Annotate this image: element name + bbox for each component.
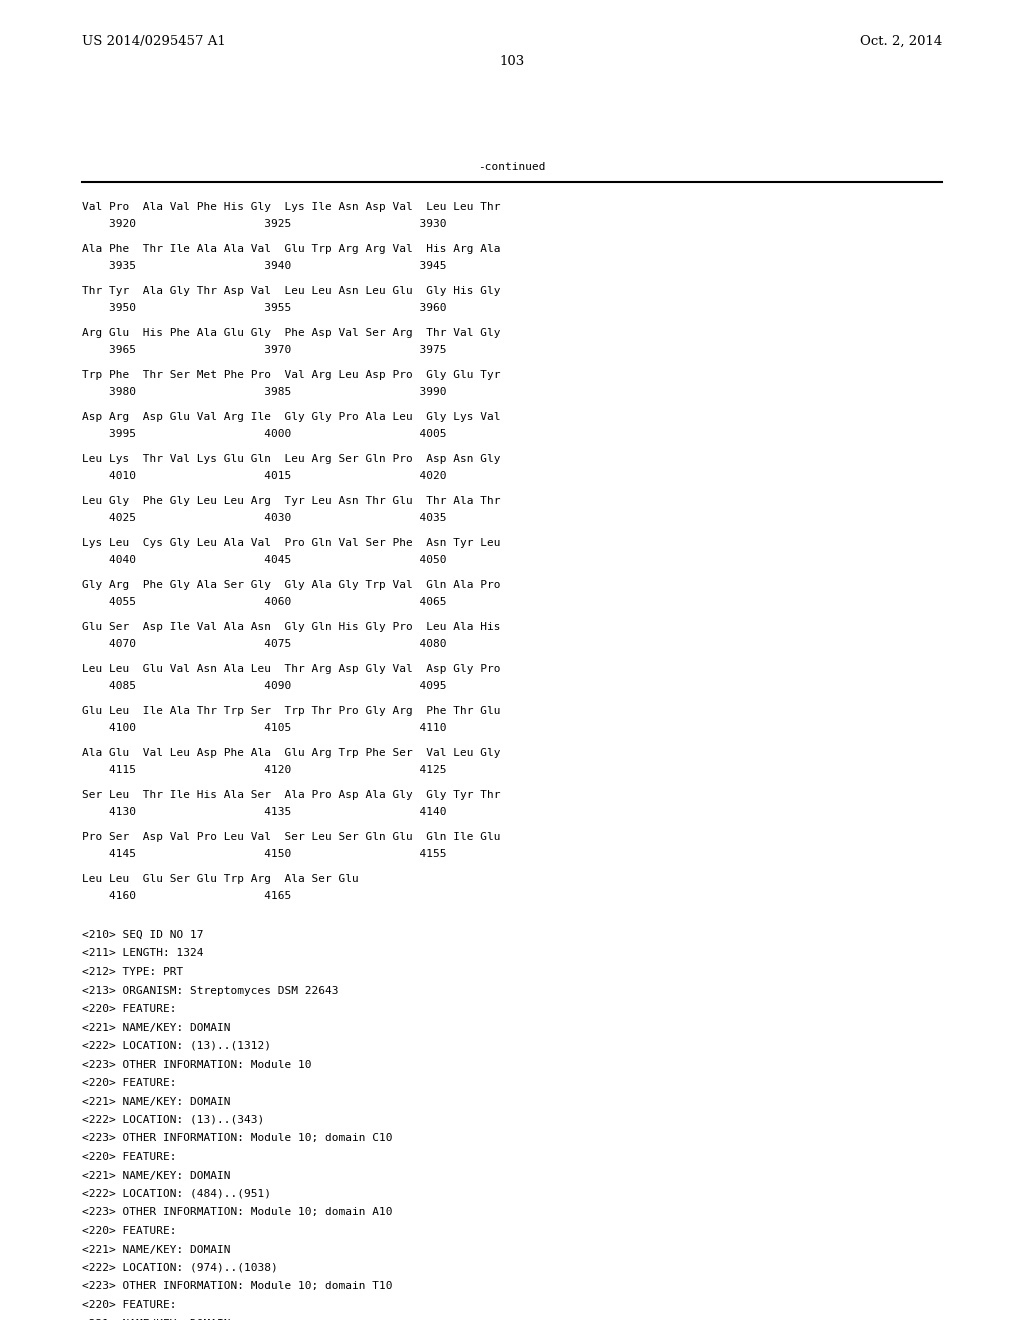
Text: <222> LOCATION: (13)..(343): <222> LOCATION: (13)..(343)	[82, 1115, 264, 1125]
Text: 4145                   4150                   4155: 4145 4150 4155	[82, 849, 446, 859]
Text: <221> NAME/KEY: DOMAIN: <221> NAME/KEY: DOMAIN	[82, 1245, 230, 1254]
Text: Glu Leu  Ile Ala Thr Trp Ser  Trp Thr Pro Gly Arg  Phe Thr Glu: Glu Leu Ile Ala Thr Trp Ser Trp Thr Pro …	[82, 706, 501, 715]
Text: Pro Ser  Asp Val Pro Leu Val  Ser Leu Ser Gln Glu  Gln Ile Glu: Pro Ser Asp Val Pro Leu Val Ser Leu Ser …	[82, 832, 501, 842]
Text: <221> NAME/KEY: DOMAIN: <221> NAME/KEY: DOMAIN	[82, 1097, 230, 1106]
Text: Leu Lys  Thr Val Lys Glu Gln  Leu Arg Ser Gln Pro  Asp Asn Gly: Leu Lys Thr Val Lys Glu Gln Leu Arg Ser …	[82, 454, 501, 465]
Text: 4100                   4105                   4110: 4100 4105 4110	[82, 723, 446, 733]
Text: <220> FEATURE:: <220> FEATURE:	[82, 1152, 176, 1162]
Text: <222> LOCATION: (484)..(951): <222> LOCATION: (484)..(951)	[82, 1189, 271, 1199]
Text: 4040                   4045                   4050: 4040 4045 4050	[82, 554, 446, 565]
Text: <223> OTHER INFORMATION: Module 10: <223> OTHER INFORMATION: Module 10	[82, 1060, 311, 1069]
Text: 3935                   3940                   3945: 3935 3940 3945	[82, 261, 446, 271]
Text: <220> FEATURE:: <220> FEATURE:	[82, 1300, 176, 1309]
Text: 4010                   4015                   4020: 4010 4015 4020	[82, 471, 446, 480]
Text: Trp Phe  Thr Ser Met Phe Pro  Val Arg Leu Asp Pro  Gly Glu Tyr: Trp Phe Thr Ser Met Phe Pro Val Arg Leu …	[82, 370, 501, 380]
Text: 3965                   3970                   3975: 3965 3970 3975	[82, 345, 446, 355]
Text: Lys Leu  Cys Gly Leu Ala Val  Pro Gln Val Ser Phe  Asn Tyr Leu: Lys Leu Cys Gly Leu Ala Val Pro Gln Val …	[82, 539, 501, 548]
Text: Thr Tyr  Ala Gly Thr Asp Val  Leu Leu Asn Leu Glu  Gly His Gly: Thr Tyr Ala Gly Thr Asp Val Leu Leu Asn …	[82, 286, 501, 296]
Text: <220> FEATURE:: <220> FEATURE:	[82, 1005, 176, 1014]
Text: Gly Arg  Phe Gly Ala Ser Gly  Gly Ala Gly Trp Val  Gln Ala Pro: Gly Arg Phe Gly Ala Ser Gly Gly Ala Gly …	[82, 579, 501, 590]
Text: 4130                   4135                   4140: 4130 4135 4140	[82, 807, 446, 817]
Text: 4055                   4060                   4065: 4055 4060 4065	[82, 597, 446, 607]
Text: <211> LENGTH: 1324: <211> LENGTH: 1324	[82, 949, 204, 958]
Text: <223> OTHER INFORMATION: Module 10; domain T10: <223> OTHER INFORMATION: Module 10; doma…	[82, 1282, 392, 1291]
Text: <212> TYPE: PRT: <212> TYPE: PRT	[82, 968, 183, 977]
Text: -continued: -continued	[478, 162, 546, 172]
Text: <220> FEATURE:: <220> FEATURE:	[82, 1226, 176, 1236]
Text: Glu Ser  Asp Ile Val Ala Asn  Gly Gln His Gly Pro  Leu Ala His: Glu Ser Asp Ile Val Ala Asn Gly Gln His …	[82, 622, 501, 632]
Text: <220> FEATURE:: <220> FEATURE:	[82, 1078, 176, 1088]
Text: Oct. 2, 2014: Oct. 2, 2014	[860, 36, 942, 48]
Text: 3980                   3985                   3990: 3980 3985 3990	[82, 387, 446, 397]
Text: <222> LOCATION: (13)..(1312): <222> LOCATION: (13)..(1312)	[82, 1041, 271, 1051]
Text: Leu Leu  Glu Val Asn Ala Leu  Thr Arg Asp Gly Val  Asp Gly Pro: Leu Leu Glu Val Asn Ala Leu Thr Arg Asp …	[82, 664, 501, 675]
Text: Arg Glu  His Phe Ala Glu Gly  Phe Asp Val Ser Arg  Thr Val Gly: Arg Glu His Phe Ala Glu Gly Phe Asp Val …	[82, 327, 501, 338]
Text: 4160                   4165: 4160 4165	[82, 891, 291, 902]
Text: 3920                   3925                   3930: 3920 3925 3930	[82, 219, 446, 228]
Text: <210> SEQ ID NO 17: <210> SEQ ID NO 17	[82, 931, 204, 940]
Text: <221> NAME/KEY: DOMAIN: <221> NAME/KEY: DOMAIN	[82, 1319, 230, 1320]
Text: Ala Phe  Thr Ile Ala Ala Val  Glu Trp Arg Arg Val  His Arg Ala: Ala Phe Thr Ile Ala Ala Val Glu Trp Arg …	[82, 244, 501, 253]
Text: Asp Arg  Asp Glu Val Arg Ile  Gly Gly Pro Ala Leu  Gly Lys Val: Asp Arg Asp Glu Val Arg Ile Gly Gly Pro …	[82, 412, 501, 422]
Text: 4025                   4030                   4035: 4025 4030 4035	[82, 513, 446, 523]
Text: 4070                   4075                   4080: 4070 4075 4080	[82, 639, 446, 649]
Text: US 2014/0295457 A1: US 2014/0295457 A1	[82, 36, 225, 48]
Text: Leu Leu  Glu Ser Glu Trp Arg  Ala Ser Glu: Leu Leu Glu Ser Glu Trp Arg Ala Ser Glu	[82, 874, 358, 884]
Text: 4085                   4090                   4095: 4085 4090 4095	[82, 681, 446, 690]
Text: 4115                   4120                   4125: 4115 4120 4125	[82, 766, 446, 775]
Text: 3950                   3955                   3960: 3950 3955 3960	[82, 304, 446, 313]
Text: Val Pro  Ala Val Phe His Gly  Lys Ile Asn Asp Val  Leu Leu Thr: Val Pro Ala Val Phe His Gly Lys Ile Asn …	[82, 202, 501, 213]
Text: <221> NAME/KEY: DOMAIN: <221> NAME/KEY: DOMAIN	[82, 1023, 230, 1032]
Text: 3995                   4000                   4005: 3995 4000 4005	[82, 429, 446, 440]
Text: <221> NAME/KEY: DOMAIN: <221> NAME/KEY: DOMAIN	[82, 1171, 230, 1180]
Text: Ala Glu  Val Leu Asp Phe Ala  Glu Arg Trp Phe Ser  Val Leu Gly: Ala Glu Val Leu Asp Phe Ala Glu Arg Trp …	[82, 748, 501, 758]
Text: Ser Leu  Thr Ile His Ala Ser  Ala Pro Asp Ala Gly  Gly Tyr Thr: Ser Leu Thr Ile His Ala Ser Ala Pro Asp …	[82, 789, 501, 800]
Text: Leu Gly  Phe Gly Leu Leu Arg  Tyr Leu Asn Thr Glu  Thr Ala Thr: Leu Gly Phe Gly Leu Leu Arg Tyr Leu Asn …	[82, 496, 501, 506]
Text: <223> OTHER INFORMATION: Module 10; domain C10: <223> OTHER INFORMATION: Module 10; doma…	[82, 1134, 392, 1143]
Text: <223> OTHER INFORMATION: Module 10; domain A10: <223> OTHER INFORMATION: Module 10; doma…	[82, 1208, 392, 1217]
Text: 103: 103	[500, 55, 524, 69]
Text: <222> LOCATION: (974)..(1038): <222> LOCATION: (974)..(1038)	[82, 1263, 278, 1272]
Text: <213> ORGANISM: Streptomyces DSM 22643: <213> ORGANISM: Streptomyces DSM 22643	[82, 986, 339, 995]
